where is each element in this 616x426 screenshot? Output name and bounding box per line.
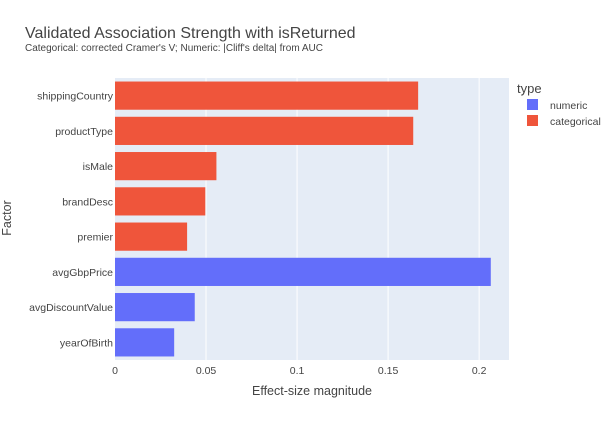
y-tick-label: productType — [55, 126, 113, 138]
legend-swatch — [527, 115, 538, 126]
bar-avgDiscountValue[interactable] — [115, 293, 195, 322]
legend-label: numeric — [550, 100, 587, 112]
bar-isMale[interactable] — [115, 152, 217, 181]
x-tick-label: 0 — [112, 365, 118, 377]
legend-label: categorical — [550, 116, 601, 128]
y-axis-title: Factor — [0, 200, 14, 235]
legend-item-categorical[interactable]: categorical — [527, 115, 601, 128]
y-tick-label: shippingCountry — [37, 91, 114, 103]
x-axis-title: Effect-size magnitude — [252, 384, 372, 398]
bar-yearOfBirth[interactable] — [115, 328, 175, 357]
bar-avgGbpPrice[interactable] — [115, 257, 491, 286]
x-tick-label: 0.2 — [472, 365, 487, 377]
x-tick-label: 0.1 — [290, 365, 305, 377]
bar-productType[interactable] — [115, 116, 414, 145]
y-tick-label: avgDiscountValue — [29, 302, 113, 314]
chart-title: Validated Association Strength with isRe… — [25, 25, 356, 42]
legend-swatch — [527, 99, 538, 110]
x-tick-label: 0.15 — [378, 365, 399, 377]
legend[interactable]: type numeric categorical — [517, 81, 601, 128]
legend-item-numeric[interactable]: numeric — [527, 99, 587, 112]
y-axis-ticks: shippingCountry productType isMale brandDes… — [29, 91, 114, 350]
y-tick-label: isMale — [83, 161, 114, 173]
y-tick-label: premier — [77, 232, 113, 244]
y-tick-label: brandDesc — [62, 196, 113, 208]
y-tick-label: avgGbpPrice — [52, 267, 113, 279]
chart-subtitle: Categorical: corrected Cramer's V; Numer… — [25, 43, 323, 54]
bar-shippingCountry[interactable] — [115, 81, 419, 110]
x-tick-label: 0.05 — [196, 365, 217, 377]
x-axis-ticks: 0 0.05 0.1 0.15 0.2 — [112, 365, 487, 377]
bars — [115, 81, 491, 357]
y-tick-label: yearOfBirth — [60, 337, 113, 349]
legend-title: type — [517, 81, 542, 96]
bar-premier[interactable] — [115, 222, 188, 251]
bar-brandDesc[interactable] — [115, 187, 206, 216]
